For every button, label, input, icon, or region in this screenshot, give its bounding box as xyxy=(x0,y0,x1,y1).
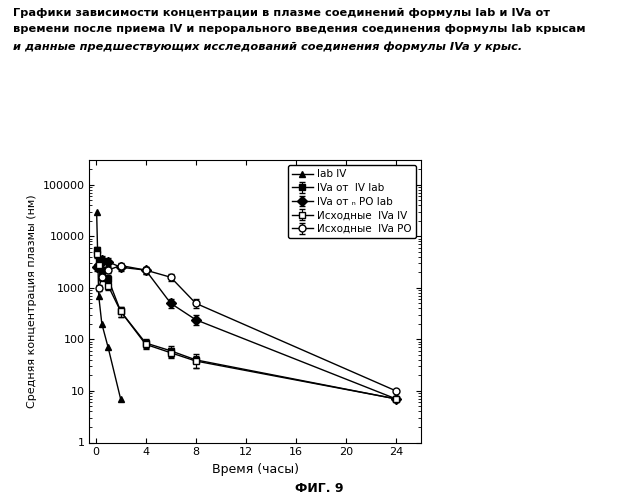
Text: ФИГ. 9: ФИГ. 9 xyxy=(295,482,343,495)
Text: Графики зависимости концентрации в плазме соединений формулы Iab и IVa от: Графики зависимости концентрации в плазм… xyxy=(13,8,550,18)
X-axis label: Время (часы): Время (часы) xyxy=(212,463,299,476)
Text: и данные предшествующих исследований соединения формулы IVa у крыс.: и данные предшествующих исследований сое… xyxy=(13,41,522,51)
Legend: Iab IV, IVa от  IV Iab, IVa от ₙ PO Iab, Исходные  IVa IV, Исходные  IVa PO: Iab IV, IVa от IV Iab, IVa от ₙ PO Iab, … xyxy=(288,165,416,238)
Text: времени после приема IV и перорального введения соединения формулы Iab крысам: времени после приема IV и перорального в… xyxy=(13,24,586,34)
Y-axis label: Средняя концентрация плазмы (нм): Средняя концентрация плазмы (нм) xyxy=(27,194,37,408)
